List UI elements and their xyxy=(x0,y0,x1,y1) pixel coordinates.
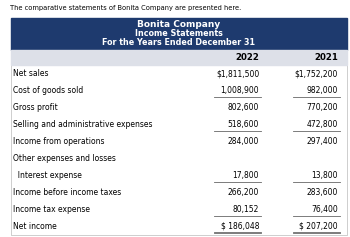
Text: $1,752,200: $1,752,200 xyxy=(295,69,338,78)
Text: Net sales: Net sales xyxy=(13,69,49,78)
Text: 2022: 2022 xyxy=(235,53,259,62)
Text: 297,400: 297,400 xyxy=(307,137,338,146)
Text: 80,152: 80,152 xyxy=(233,205,259,214)
Text: 76,400: 76,400 xyxy=(312,205,338,214)
Text: Cost of goods sold: Cost of goods sold xyxy=(13,86,84,95)
Text: 13,800: 13,800 xyxy=(312,171,338,180)
Text: 266,200: 266,200 xyxy=(228,188,259,197)
Text: 284,000: 284,000 xyxy=(228,137,259,146)
Text: $ 186,048: $ 186,048 xyxy=(220,222,259,231)
Text: Gross profit: Gross profit xyxy=(13,103,58,112)
Text: $ 207,200: $ 207,200 xyxy=(300,222,338,231)
Text: Income before income taxes: Income before income taxes xyxy=(13,188,121,197)
Text: 802,600: 802,600 xyxy=(228,103,259,112)
Text: Income from operations: Income from operations xyxy=(13,137,105,146)
Text: Bonita Company: Bonita Company xyxy=(137,20,220,29)
Text: 472,800: 472,800 xyxy=(307,120,338,129)
Text: The comparative statements of Bonita Company are presented here.: The comparative statements of Bonita Com… xyxy=(10,5,242,11)
Text: For the Years Ended December 31: For the Years Ended December 31 xyxy=(102,38,255,47)
Text: 17,800: 17,800 xyxy=(233,171,259,180)
Text: 1,008,900: 1,008,900 xyxy=(220,86,259,95)
Text: 982,000: 982,000 xyxy=(307,86,338,95)
Text: Income Statements: Income Statements xyxy=(134,29,223,38)
Text: Interest expense: Interest expense xyxy=(13,171,82,180)
Text: 518,600: 518,600 xyxy=(228,120,259,129)
Text: Income tax expense: Income tax expense xyxy=(13,205,90,214)
Text: $1,811,500: $1,811,500 xyxy=(216,69,259,78)
Text: 2021: 2021 xyxy=(314,53,338,62)
Text: Net income: Net income xyxy=(13,222,57,231)
Text: 283,600: 283,600 xyxy=(307,188,338,197)
Text: 770,200: 770,200 xyxy=(307,103,338,112)
Text: Selling and administrative expenses: Selling and administrative expenses xyxy=(13,120,153,129)
Text: Other expenses and losses: Other expenses and losses xyxy=(13,154,116,163)
